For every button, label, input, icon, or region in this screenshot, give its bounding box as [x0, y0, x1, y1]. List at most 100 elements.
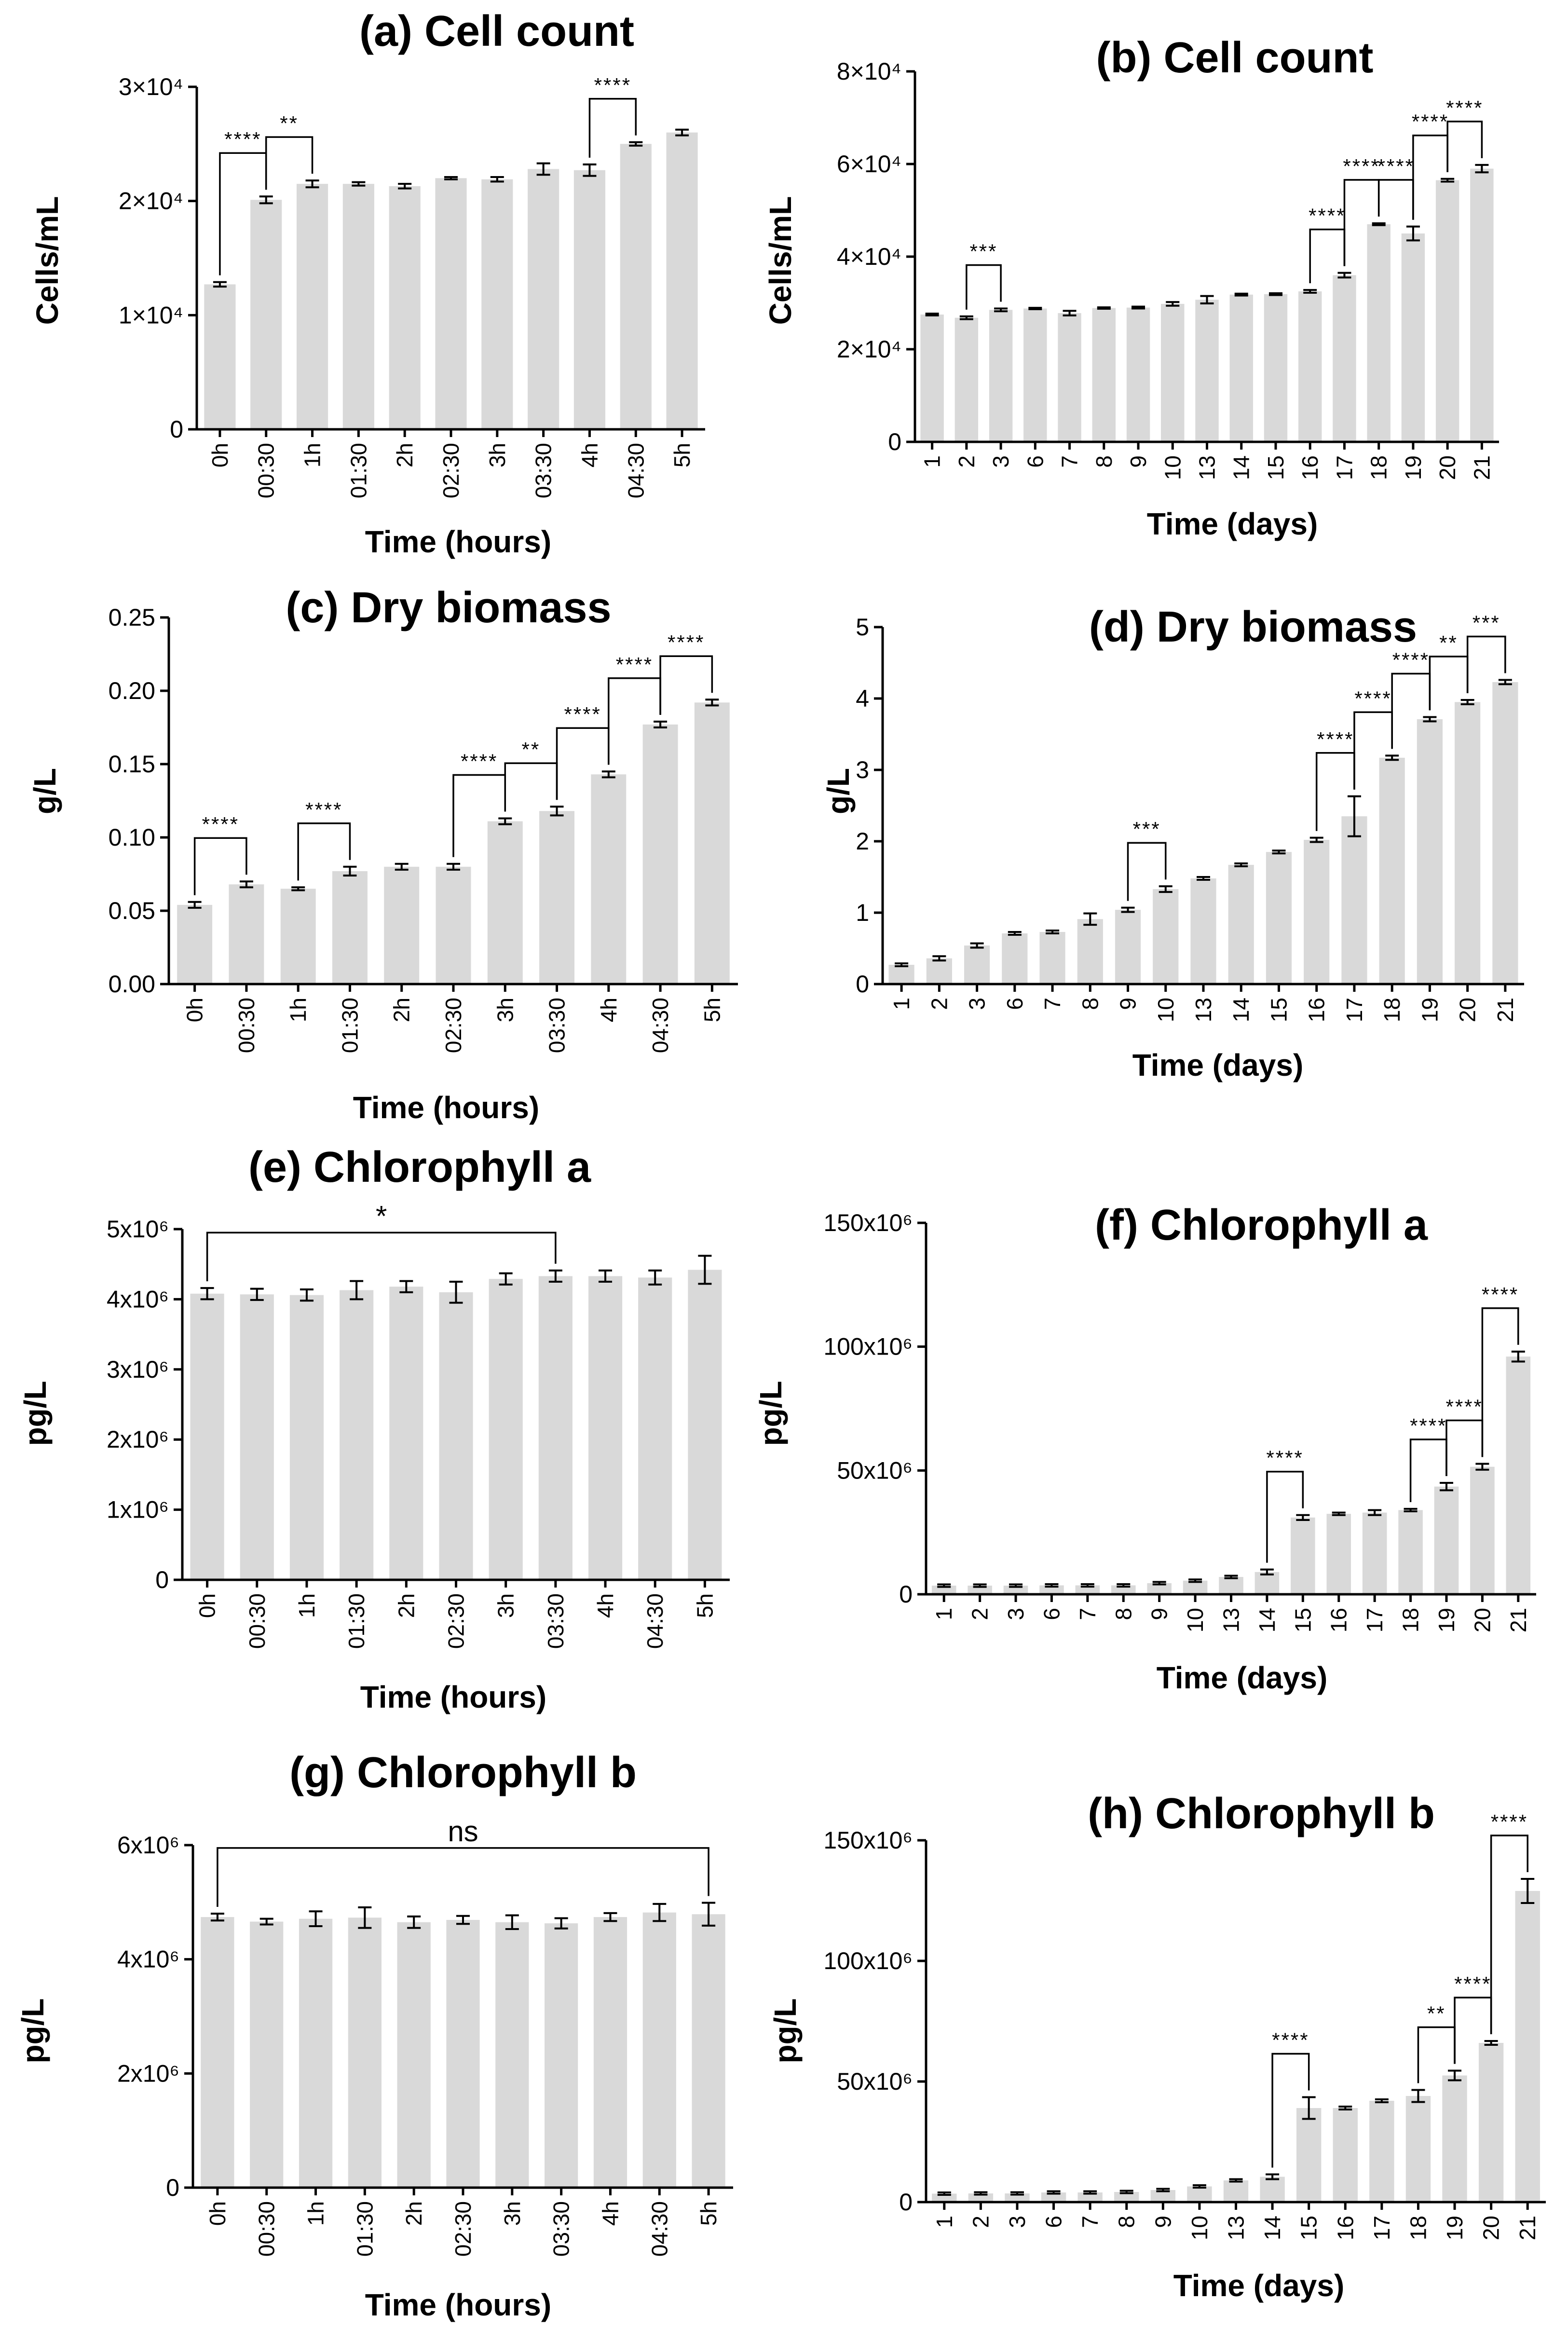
- x-tick-label: 1h: [303, 2201, 328, 2226]
- x-tick-label: 6: [1023, 455, 1048, 468]
- x-tick-label: 6: [1002, 998, 1027, 1010]
- error-bar: [1200, 295, 1214, 304]
- significance-bracket: [504, 762, 558, 812]
- x-tick-label: 1: [889, 998, 914, 1010]
- bar: [638, 1277, 672, 1580]
- y-tick-label: 6x10⁶: [117, 1832, 179, 1859]
- error-bar: [925, 313, 939, 316]
- x-tick-label: 13: [1191, 998, 1216, 1022]
- error-bar: [358, 1906, 372, 1929]
- bar: [1190, 878, 1216, 984]
- error-bar: [1511, 1350, 1525, 1363]
- significance-label: ****: [305, 798, 342, 821]
- error-bar: [648, 1269, 662, 1286]
- x-tick-label: 14: [1260, 2216, 1285, 2240]
- y-tick-label: 1: [856, 899, 869, 926]
- x-tick-label: 19: [1417, 998, 1442, 1022]
- bar: [1195, 300, 1219, 442]
- error-bar: [1188, 1578, 1202, 1583]
- bar: [642, 724, 678, 984]
- y-tick-label: 2×10⁴: [837, 336, 901, 363]
- significance-label: ***: [969, 240, 997, 263]
- x-tick-label: 5h: [669, 443, 695, 467]
- bar: [1398, 1510, 1423, 1594]
- chart-a: (a) Cell count 0 1×10⁴ 2×10⁴ 3×10⁴ 0h 00:30 1h 0…: [30, 7, 705, 559]
- bar: [1039, 1585, 1064, 1594]
- error-bar: [1296, 1514, 1310, 1521]
- x-tick-label: 3: [965, 998, 990, 1010]
- y-tick-label: 2×10⁴: [119, 188, 183, 215]
- bar: [1341, 816, 1367, 984]
- x-axis-label: Time (days): [1173, 2268, 1345, 2303]
- significance-label: ****: [1377, 155, 1415, 178]
- x-tick-label: 9: [1147, 1608, 1172, 1620]
- significance-bracket: [1271, 2053, 1310, 2168]
- bar: [1223, 2180, 1249, 2202]
- error-bar: [213, 281, 227, 288]
- significance-label: ****: [1446, 96, 1483, 119]
- error-bar: [1448, 2069, 1462, 2082]
- x-tick-label: 7: [1077, 2216, 1103, 2228]
- bar: [439, 1292, 473, 1580]
- y-tick-label: 3x10⁶: [107, 1356, 169, 1383]
- x-tick-label: 00:30: [254, 2201, 279, 2257]
- bar: [1183, 1580, 1208, 1594]
- error-bar: [399, 1280, 413, 1293]
- error-bar: [1097, 306, 1111, 310]
- error-bar: [1028, 307, 1042, 310]
- error-bar: [937, 2191, 951, 2196]
- bar: [1092, 308, 1116, 442]
- x-tick-label: 19: [1442, 2216, 1467, 2240]
- bar: [1333, 2108, 1358, 2202]
- error-bar: [554, 1917, 568, 1930]
- error-bar: [505, 1914, 519, 1930]
- error-bar: [1484, 2040, 1498, 2046]
- bar: [489, 1279, 523, 1580]
- error-bar: [1224, 1575, 1238, 1579]
- significance-label: ***: [1133, 818, 1161, 840]
- bar: [620, 144, 652, 429]
- bar: [1401, 233, 1425, 442]
- x-tick-label: 02:30: [438, 443, 464, 498]
- x-tick-label: 3h: [500, 2201, 525, 2226]
- y-tick-label: 100x10⁶: [823, 1333, 913, 1360]
- error-bar: [1156, 2188, 1170, 2192]
- x-tick-label: 20: [1455, 998, 1480, 1022]
- error-bar: [300, 1288, 314, 1302]
- bar: [1147, 1583, 1172, 1594]
- x-tick-label: 14: [1254, 1608, 1280, 1632]
- bar: [495, 1922, 529, 2188]
- error-bar: [698, 1255, 712, 1285]
- x-tick-label: 17: [1362, 1608, 1387, 1632]
- x-tick-label: 15: [1290, 1608, 1315, 1632]
- significance-bracket: [1446, 121, 1483, 172]
- bar: [348, 1917, 382, 2188]
- significance-label: **: [1439, 631, 1458, 654]
- x-tick-label: 04:30: [642, 1593, 668, 1649]
- bar: [296, 184, 328, 429]
- y-tick-label: 150x10⁶: [823, 1827, 913, 1854]
- error-bar: [305, 179, 319, 189]
- significance-label: ****: [1482, 1283, 1519, 1306]
- x-tick-label: 17: [1332, 455, 1357, 480]
- bar: [1161, 303, 1185, 442]
- error-bar: [1460, 698, 1474, 705]
- significance-label: ***: [1473, 612, 1500, 634]
- x-tick-label: 18: [1398, 1608, 1423, 1632]
- x-tick-label: 01:30: [337, 998, 362, 1053]
- y-tick-label: 0.20: [109, 677, 155, 704]
- significance-bracket: [1417, 2026, 1456, 2083]
- bar: [1229, 294, 1253, 442]
- significance-bracket: [1481, 1307, 1519, 1457]
- y-tick-label: 5: [856, 614, 869, 641]
- bar: [1435, 180, 1459, 442]
- error-bar: [1475, 1463, 1489, 1471]
- error-bar: [309, 1910, 323, 1928]
- bar: [1455, 702, 1481, 984]
- x-tick-label: 04:30: [647, 2201, 672, 2257]
- y-tick-label: 0: [899, 2189, 913, 2216]
- x-tick-label: 1: [932, 2216, 957, 2228]
- chart-title: (e) Chlorophyll a: [248, 1143, 591, 1191]
- error-bar: [499, 1272, 513, 1286]
